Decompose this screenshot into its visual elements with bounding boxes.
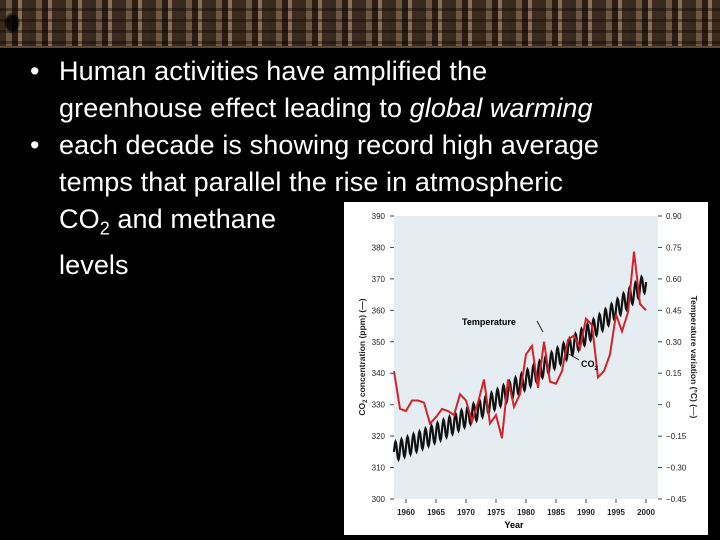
co2-annotation: CO2 (581, 359, 599, 372)
co2-series-line (392, 274, 648, 463)
bullet-marker: • (30, 130, 40, 160)
right-tick-label: 0.75 (666, 243, 682, 252)
left-tick-label: 350 (372, 338, 386, 347)
right-tick-label: −0.15 (666, 432, 687, 441)
x-tick-label: 1980 (517, 508, 535, 517)
co2-text: CO (59, 204, 100, 234)
right-tick-label: −0.30 (666, 464, 687, 473)
left-tick-label: 330 (372, 401, 386, 410)
right-axis-label: Temperature variation (°C) (—) (689, 296, 699, 419)
bullet-2-line-3: CO2 and methane (59, 201, 710, 247)
right-tick-label: 0.90 (666, 212, 682, 221)
right-tick-label: 0 (666, 401, 671, 410)
bullet-2-line-2: temps that parallel the rise in atmosphe… (59, 167, 564, 197)
x-tick-label: 1985 (547, 508, 565, 517)
temperature-annotation-leader (536, 320, 544, 333)
right-tick-label: −0.45 (666, 495, 687, 504)
right-tick-label: 0.60 (666, 275, 682, 284)
bullet-item-2: • each decade is showing record high ave… (30, 127, 710, 284)
left-tick-label: 360 (372, 306, 386, 315)
left-tick-label: 390 (372, 212, 386, 221)
x-axis-label: Year (504, 520, 524, 530)
left-tick-label: 310 (372, 464, 386, 473)
bullet-1-line-2: greenhouse effect leading to global warm… (59, 90, 710, 127)
co2-subscript: 2 (99, 218, 110, 239)
x-tick-label: 1970 (457, 508, 475, 517)
x-tick-label: 1995 (607, 508, 625, 517)
slide-banner (0, 0, 720, 48)
x-tick-label: 1965 (427, 508, 445, 517)
right-tick-label: 0.30 (666, 338, 682, 347)
temperature-series-line (393, 251, 647, 439)
left-axis-label: CO2 concentration (ppm) (—) (357, 298, 369, 415)
left-tick-label: 300 (372, 495, 386, 504)
bullet-1-emphasis: global warming (409, 93, 593, 123)
left-tick-label: 380 (372, 243, 386, 252)
bullet-marker: • (30, 56, 40, 86)
temperature-annotation: Temperature (462, 317, 516, 327)
chart-svg: 300 310 320 330 340 350 360 370 380 390 −0.45 −0.3… (344, 202, 708, 535)
x-axis-ticks: 1960 1965 1970 1975 1980 1985 1990 1995 2000 (397, 499, 655, 517)
co2-annotation-leader (568, 353, 580, 361)
x-tick-label: 2000 (637, 508, 655, 517)
bullet-1-line-1: Human activities have amplified the (59, 56, 488, 86)
right-tick-label: 0.15 (666, 369, 682, 378)
bullet-item-1: • Human activities have amplified the gr… (30, 53, 710, 127)
co2-temperature-chart: 300 310 320 330 340 350 360 370 380 390 −0.45 −0.3… (344, 202, 708, 535)
left-tick-label: 340 (372, 369, 386, 378)
bullet-1-line-2-text: greenhouse effect leading to (59, 93, 410, 123)
x-tick-label: 1975 (487, 508, 505, 517)
left-tick-label: 370 (372, 275, 386, 284)
left-tick-label: 320 (372, 432, 386, 441)
left-axis-ticks: 300 310 320 330 340 350 360 370 380 390 (372, 212, 394, 504)
right-tick-label: 0.45 (666, 306, 682, 315)
bullet-2-line-3-text: and methane (109, 204, 277, 234)
right-axis-ticks: −0.45 −0.30 −0.15 0 0.15 0.30 0.45 0.60 0.75 0.90 (658, 212, 687, 504)
bullet-list: • Human activities have amplified the gr… (30, 53, 710, 284)
x-tick-label: 1990 (577, 508, 595, 517)
bullet-2-line-1: each decade is showing record high avera… (59, 130, 600, 160)
bullet-2-line-4: levels (59, 250, 129, 281)
x-tick-label: 1960 (397, 508, 415, 517)
